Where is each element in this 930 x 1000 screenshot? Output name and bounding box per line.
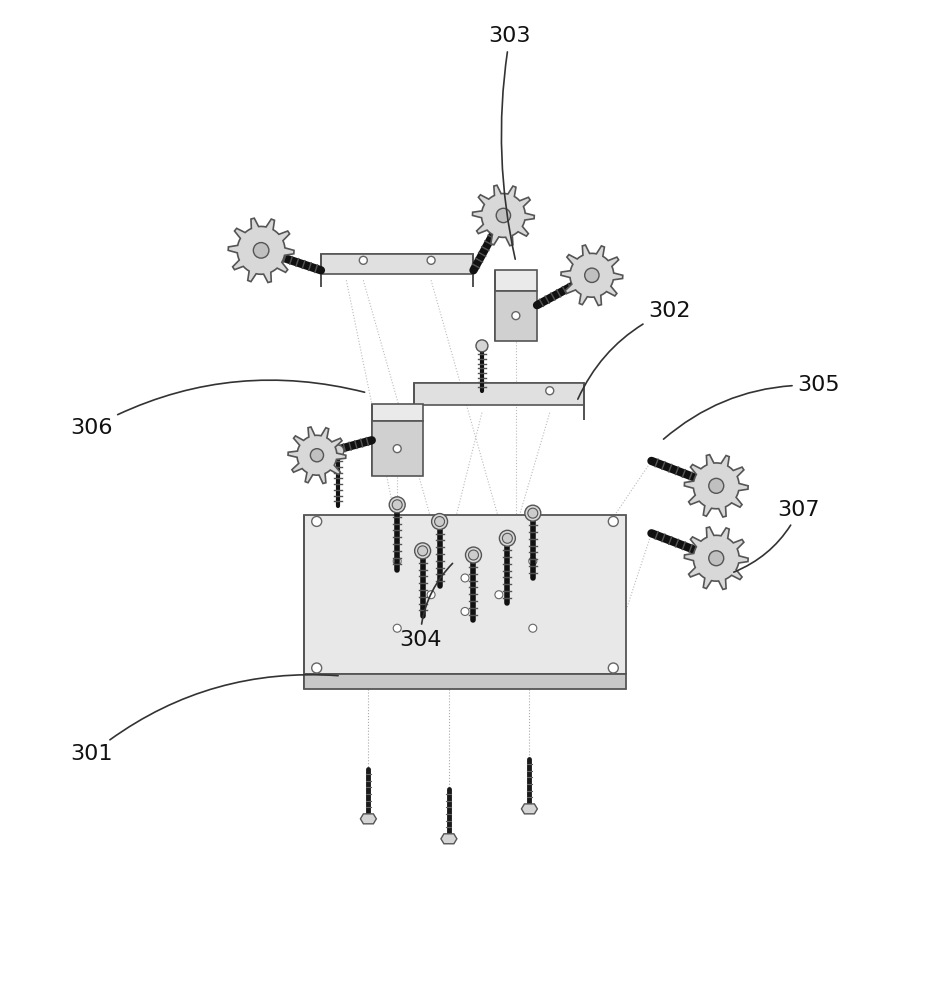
Polygon shape <box>495 291 537 341</box>
Circle shape <box>461 607 469 615</box>
Polygon shape <box>304 515 626 674</box>
Polygon shape <box>522 804 538 814</box>
Circle shape <box>461 574 469 582</box>
Polygon shape <box>495 270 537 291</box>
Circle shape <box>253 243 269 258</box>
Circle shape <box>495 591 503 599</box>
Circle shape <box>528 508 538 518</box>
Polygon shape <box>321 254 473 267</box>
Circle shape <box>585 268 599 282</box>
Circle shape <box>427 256 435 264</box>
Circle shape <box>312 516 322 526</box>
Circle shape <box>393 624 401 632</box>
Circle shape <box>418 546 428 556</box>
Circle shape <box>497 208 511 223</box>
Text: 301: 301 <box>70 675 339 764</box>
Circle shape <box>529 624 537 632</box>
Circle shape <box>525 505 540 521</box>
Circle shape <box>502 533 512 543</box>
Polygon shape <box>304 674 626 689</box>
Circle shape <box>312 663 322 673</box>
Polygon shape <box>684 455 748 517</box>
Polygon shape <box>228 218 294 283</box>
Circle shape <box>512 312 520 320</box>
Circle shape <box>392 500 402 510</box>
Circle shape <box>393 557 401 565</box>
Polygon shape <box>414 383 584 398</box>
Circle shape <box>546 387 553 395</box>
Polygon shape <box>561 245 623 306</box>
Circle shape <box>529 557 537 565</box>
Polygon shape <box>372 404 422 421</box>
Text: 306: 306 <box>70 380 365 438</box>
Polygon shape <box>414 383 584 405</box>
Circle shape <box>709 478 724 493</box>
Circle shape <box>311 449 324 462</box>
Circle shape <box>359 256 367 264</box>
Circle shape <box>608 516 618 526</box>
Circle shape <box>499 530 515 546</box>
Text: 303: 303 <box>488 26 531 259</box>
Text: 305: 305 <box>663 375 840 439</box>
Polygon shape <box>472 185 535 246</box>
Polygon shape <box>288 427 346 484</box>
Polygon shape <box>441 834 457 844</box>
Circle shape <box>709 551 724 566</box>
Text: 307: 307 <box>734 500 820 572</box>
Polygon shape <box>321 254 473 274</box>
Circle shape <box>608 663 618 673</box>
Polygon shape <box>361 814 377 824</box>
Circle shape <box>332 445 344 457</box>
Text: 302: 302 <box>578 301 691 399</box>
Circle shape <box>469 550 478 560</box>
Circle shape <box>427 591 435 599</box>
Circle shape <box>390 497 405 513</box>
Polygon shape <box>684 527 748 589</box>
Circle shape <box>434 517 445 527</box>
Circle shape <box>476 340 488 352</box>
Circle shape <box>393 445 401 453</box>
Circle shape <box>415 543 431 559</box>
Text: 304: 304 <box>399 563 453 650</box>
Polygon shape <box>372 421 422 476</box>
Circle shape <box>466 547 482 563</box>
Circle shape <box>432 514 447 530</box>
